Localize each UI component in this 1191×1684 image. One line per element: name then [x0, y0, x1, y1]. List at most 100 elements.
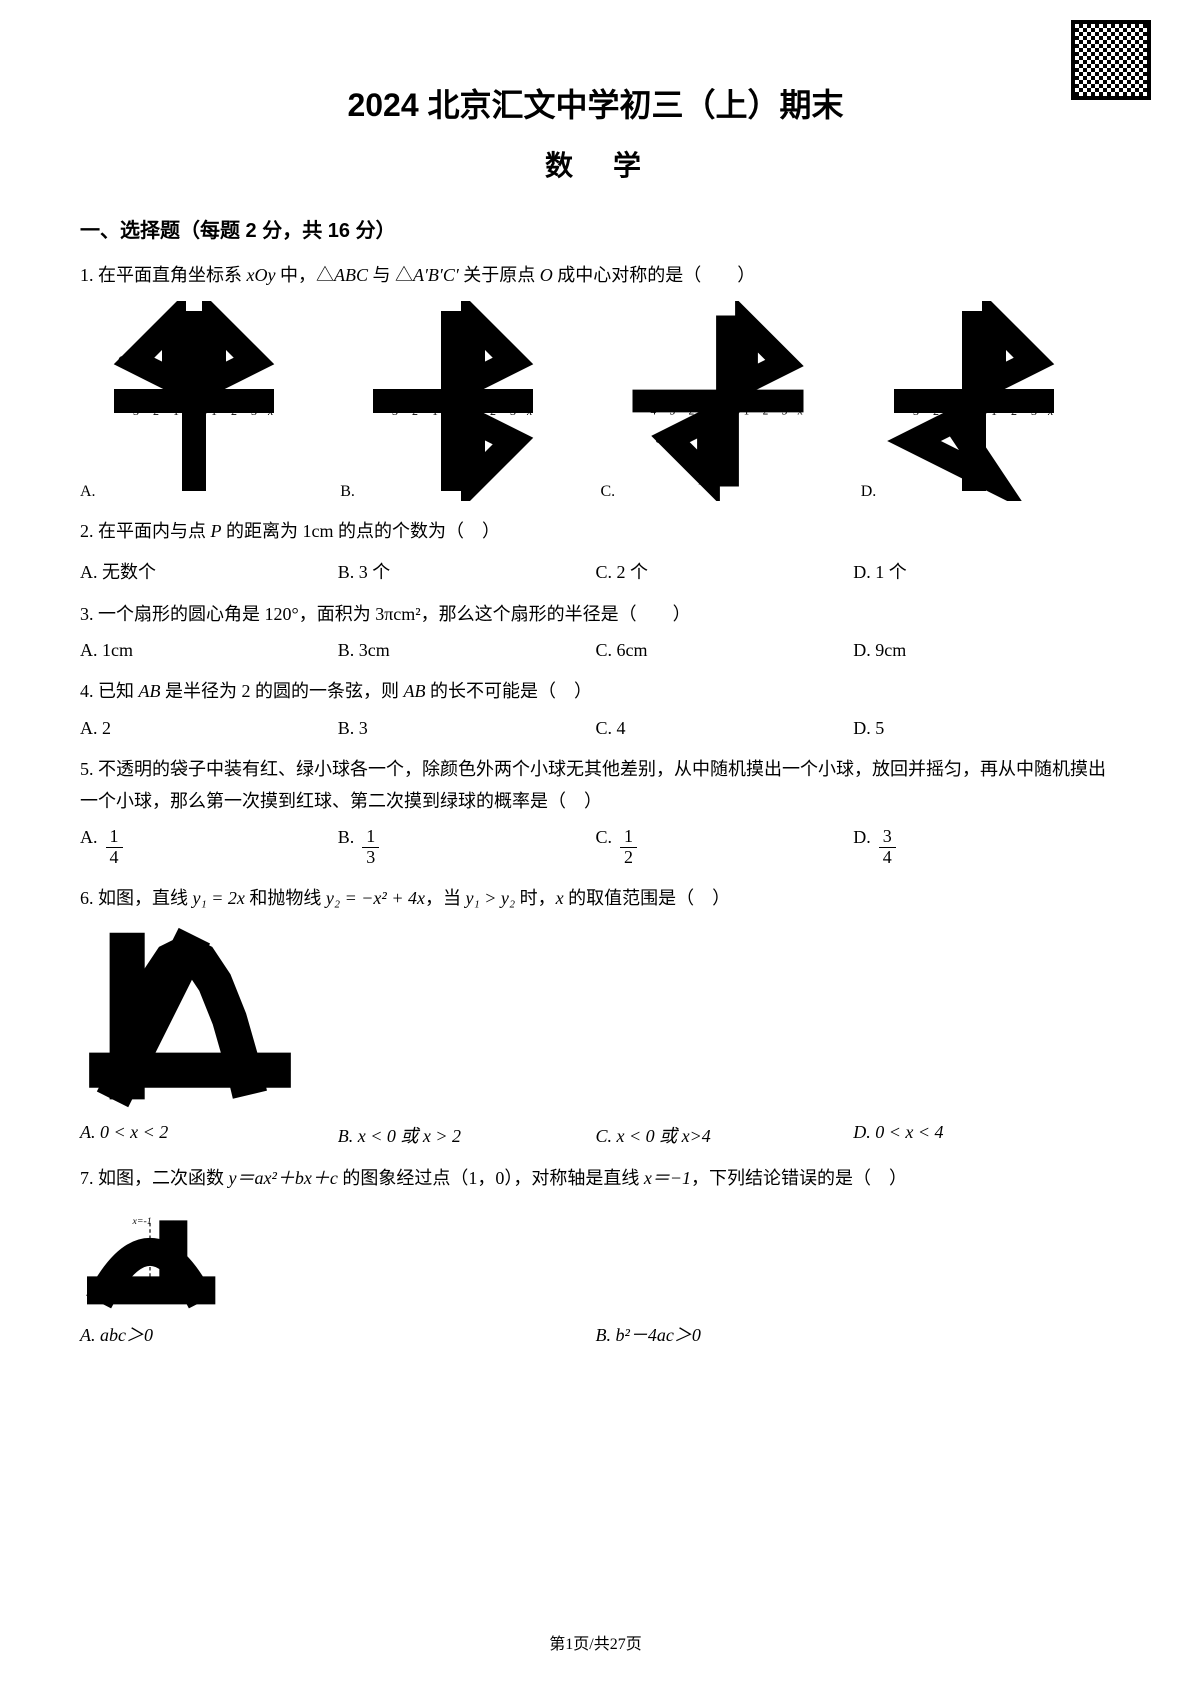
q2-A: A. 无数个	[80, 558, 338, 584]
svg-text:3: 3	[444, 352, 450, 364]
svg-text:-3: -3	[666, 406, 676, 418]
svg-text:C′: C′	[898, 436, 908, 448]
svg-text:4: 4	[965, 332, 971, 344]
q3-C-txt: C. 6cm	[596, 640, 648, 661]
q1-opt-A: A. -3-2-1 123 234 -2-3-4 O x	[80, 301, 330, 501]
q5-C-frac: 12	[620, 827, 637, 868]
svg-text:O: O	[131, 1075, 142, 1091]
svg-text:-2: -2	[716, 433, 725, 444]
q5-A-frac: 14	[106, 827, 123, 868]
q1-fig-D: -3-2-1 123 1234 234 Oxy ABC A′B′C′	[884, 301, 1064, 501]
svg-text:-2: -2	[408, 404, 418, 418]
q4-t1: 4. 已知	[80, 681, 139, 701]
q1-opt-B: B. -3-2-1 23 1234 -1-2-3-4 Oxy	[340, 301, 590, 501]
svg-text:y: y	[731, 313, 738, 325]
svg-text:1: 1	[991, 404, 997, 418]
svg-text:x: x	[209, 1293, 215, 1304]
q2-B-txt: B. 3 个	[338, 558, 391, 584]
q6-eq2: y₂ = −x² + 4x	[326, 888, 425, 908]
svg-text:3: 3	[782, 406, 788, 418]
svg-text:y: y	[978, 306, 985, 320]
svg-text:A′: A′	[698, 477, 708, 488]
svg-text:y: y	[198, 306, 205, 320]
svg-text:A′: A′	[161, 312, 172, 324]
svg-text:C: C	[256, 354, 264, 366]
q6-t1: 6. 如图，直线	[80, 888, 193, 908]
svg-text:O: O	[732, 406, 740, 418]
q6-D-txt: D. 0 < x < 4	[853, 1122, 943, 1143]
svg-text:x: x	[1047, 404, 1054, 418]
q6-C-txt: C. x < 0 或 x>4	[596, 1122, 711, 1148]
q6-eq1: y₁ = 2x	[193, 888, 245, 908]
q5-B-lbl: B.	[338, 827, 355, 848]
q5-A-num: 1	[106, 827, 123, 848]
q1-A-label: A.	[80, 483, 96, 501]
q7-t3: ，下列结论错误的是（ ）	[691, 1168, 907, 1188]
q6-B: B. x < 0 或 x > 2	[338, 1122, 596, 1148]
svg-text:4: 4	[719, 336, 725, 347]
svg-text:y: y	[131, 930, 140, 946]
q5-C-lbl: C.	[596, 827, 613, 848]
q2-t2: 的距离为 1cm 的点的个数为（ ）	[222, 521, 501, 541]
svg-text:3: 3	[1031, 404, 1037, 418]
q4-t2: 是半径为 2 的圆的一条弦，则	[161, 681, 404, 701]
q4-A-txt: A. 2	[80, 718, 111, 739]
q5-B-frac: 13	[362, 827, 379, 868]
svg-text:-1: -1	[428, 404, 438, 418]
svg-text:2: 2	[719, 374, 724, 385]
section-header: 一、选择题（每题 2 分，共 16 分）	[80, 214, 1111, 243]
svg-text:B′: B′	[707, 413, 716, 424]
q5-A: A. 14	[80, 827, 338, 868]
svg-text:C′: C′	[655, 435, 665, 446]
q5-D-den: 4	[879, 848, 896, 868]
q5-B-num: 1	[362, 827, 379, 848]
svg-text:2: 2	[115, 1004, 122, 1020]
svg-text:3: 3	[719, 355, 724, 366]
q7-t1: 7. 如图，二次函数	[80, 1168, 229, 1188]
q1-O: O	[540, 265, 553, 285]
q1-stem: 1. 在平面直角坐标系 xOy 中，△ABC 与 △A′B′C′ 关于原点 O …	[80, 259, 1111, 291]
q4-A: A. 2	[80, 718, 338, 739]
q3-B: B. 3cm	[338, 640, 596, 661]
svg-text:B: B	[996, 381, 1003, 393]
svg-text:-2: -2	[149, 404, 159, 418]
q1-fig-A: -3-2-1 123 234 -2-3-4 O xy ABC A′B′C′	[104, 301, 284, 501]
q2-stem: 2. 在平面内与点 P 的距离为 1cm 的点的个数为（ ）	[80, 515, 1111, 547]
svg-text:B: B	[749, 383, 756, 394]
q5-D: D. 34	[853, 827, 1111, 868]
svg-text:C: C	[1036, 354, 1044, 366]
q5-stem: 5. 不透明的袋子中装有红、绿小球各一个，除颜色外两个小球无其他差别，从中随机摸…	[80, 753, 1111, 818]
svg-text:1: 1	[194, 1294, 199, 1305]
svg-text:-1: -1	[441, 416, 450, 428]
svg-text:2: 2	[965, 372, 971, 384]
q1-figures: A. -3-2-1 123 234 -2-3-4 O x	[80, 301, 1111, 501]
q6-t3: ，当	[425, 888, 466, 908]
svg-text:-4: -4	[441, 474, 451, 486]
q4-C-txt: C. 4	[596, 718, 626, 739]
q6-B-txt: B. x < 0 或 x > 2	[338, 1122, 461, 1148]
svg-text:-3: -3	[716, 452, 725, 463]
q4-AB2: AB	[404, 681, 426, 701]
svg-text:-1: -1	[92, 1075, 104, 1091]
q3-D: D. 9cm	[853, 640, 1111, 661]
svg-text:2: 2	[231, 404, 237, 418]
q4-C: C. 4	[596, 718, 854, 739]
q1-fig-B: -3-2-1 23 1234 -1-2-3-4 Oxy ABC A′B′C′	[363, 301, 543, 501]
q6-figure: -1 1235 1234 O xy	[80, 924, 1111, 1114]
q7-B: B. b²－4ac＞0	[596, 1321, 1112, 1347]
q5-D-num: 3	[879, 827, 896, 848]
q5-options: A. 14 B. 13 C. 12 D. 34	[80, 827, 1111, 868]
svg-text:A: A	[215, 312, 223, 324]
svg-text:-4: -4	[647, 406, 657, 418]
q4-stem: 4. 已知 AB 是半径为 2 的圆的一条弦，则 AB 的长不可能是（ ）	[80, 675, 1111, 707]
q7-eq: y＝ax²＋bx＋c	[229, 1168, 338, 1188]
svg-text:-2: -2	[182, 434, 191, 446]
q4-D: D. 5	[853, 718, 1111, 739]
q6-D: D. 0 < x < 4	[853, 1122, 1111, 1143]
svg-text:A: A	[748, 317, 756, 328]
subject: 数学	[80, 144, 1111, 184]
q7-stem: 7. 如图，二次函数 y＝ax²＋bx＋c 的图象经过点（1，0），对称轴是直线…	[80, 1162, 1111, 1194]
q2-A-txt: A. 无数个	[80, 558, 156, 584]
svg-text:2: 2	[1011, 404, 1017, 418]
svg-text:1: 1	[965, 390, 971, 402]
